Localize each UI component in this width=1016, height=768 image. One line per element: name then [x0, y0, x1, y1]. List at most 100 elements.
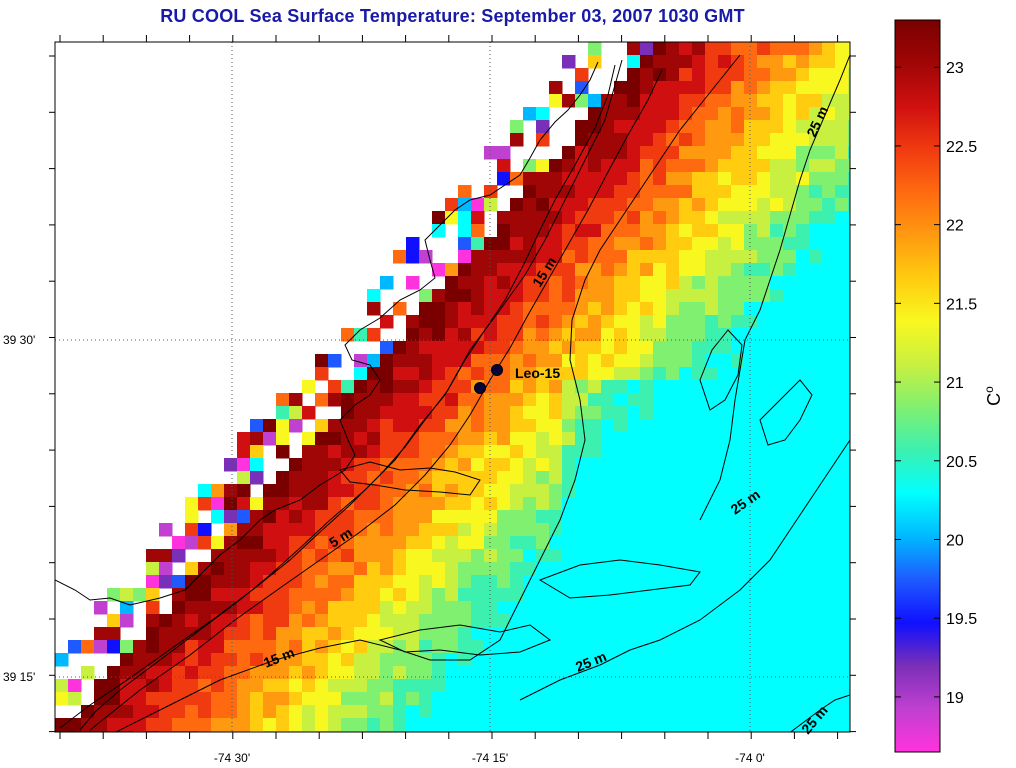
sst-pixel [289, 705, 303, 719]
sst-pixel [549, 432, 563, 446]
sst-pixel [640, 731, 654, 732]
sst-pixel [588, 432, 602, 446]
sst-pixel [822, 393, 836, 407]
sst-pixel [692, 419, 706, 433]
sst-pixel [471, 705, 485, 719]
sst-pixel [653, 718, 667, 732]
sst-pixel [562, 328, 576, 342]
sst-pixel [159, 549, 173, 563]
sst-pixel [614, 198, 628, 212]
sst-pixel [419, 354, 433, 368]
sst-pixel [367, 432, 381, 446]
sst-pixel [705, 94, 719, 108]
sst-pixel [809, 445, 823, 459]
sst-pixel [146, 718, 160, 732]
sst-pixel [822, 224, 836, 238]
sst-pixel [146, 679, 160, 693]
sst-pixel [380, 536, 394, 550]
sst-pixel [380, 471, 394, 485]
sst-pixel [393, 406, 407, 420]
sst-pixel [692, 497, 706, 511]
sst-pixel [484, 536, 498, 550]
sst-pixel [419, 289, 433, 303]
sst-pixel [744, 666, 758, 680]
sst-pixel [146, 666, 160, 680]
sst-pixel [627, 705, 641, 719]
lon-label-74-15: -74 15' [472, 751, 508, 765]
sst-pixel [809, 302, 823, 316]
sst-pixel [822, 315, 836, 329]
sst-pixel [523, 380, 537, 394]
sst-pixel [705, 133, 719, 147]
leo-15-node-b[interactable] [474, 382, 486, 394]
sst-pixel [497, 718, 511, 732]
sst-pixel [601, 198, 615, 212]
sst-pixel [276, 692, 290, 706]
sst-pixel [796, 354, 810, 368]
sst-pixel [614, 458, 628, 472]
sst-pixel [588, 419, 602, 433]
sst-pixel [783, 575, 797, 589]
sst-pixel [653, 263, 667, 277]
sst-pixel [484, 614, 498, 628]
sst-pixel [614, 692, 628, 706]
sst-pixel [718, 172, 732, 186]
sst-pixel [523, 419, 537, 433]
sst-pixel [432, 406, 446, 420]
sst-pixel [744, 263, 758, 277]
sst-pixel [536, 471, 550, 485]
leo-15-node-a[interactable] [491, 364, 503, 376]
sst-pixel [276, 510, 290, 524]
sst-pixel [718, 315, 732, 329]
sst-pixel [796, 640, 810, 654]
sst-pixel [757, 562, 771, 576]
sst-pixel [120, 692, 134, 706]
sst-pixel [354, 718, 368, 732]
sst-pixel [328, 640, 342, 654]
sst-pixel [731, 328, 745, 342]
sst-pixel [432, 705, 446, 719]
sst-pixel [705, 614, 719, 628]
sst-pixel [614, 211, 628, 225]
sst-pixel [406, 328, 420, 342]
sst-pixel [302, 458, 316, 472]
sst-pixel [81, 731, 95, 732]
sst-pixel [237, 471, 251, 485]
sst-pixel [718, 484, 732, 498]
sst-pixel [432, 692, 446, 706]
sst-pixel [367, 575, 381, 589]
sst-pixel [614, 640, 628, 654]
sst-pixel [328, 523, 342, 537]
sst-pixel [666, 42, 680, 56]
sst-pixel [848, 224, 850, 238]
sst-pixel [705, 640, 719, 654]
sst-pixel [601, 575, 615, 589]
sst-pixel [146, 614, 160, 628]
sst-pixel [679, 614, 693, 628]
sst-pixel [497, 536, 511, 550]
sst-pixel [783, 328, 797, 342]
sst-pixel [172, 731, 186, 732]
sst-pixel [601, 237, 615, 251]
sst-pixel [406, 562, 420, 576]
sst-pixel [315, 718, 329, 732]
sst-pixel [692, 536, 706, 550]
sst-pixel [679, 653, 693, 667]
sst-pixel [744, 185, 758, 199]
sst-pixel [783, 146, 797, 160]
sst-pixel [471, 562, 485, 576]
sst-pixel [666, 601, 680, 615]
sst-pixel [679, 211, 693, 225]
sst-pixel [770, 510, 784, 524]
sst-pixel [458, 224, 472, 238]
sst-pixel [406, 718, 420, 732]
sst-pixel [640, 601, 654, 615]
sst-pixel [757, 445, 771, 459]
sst-pixel [380, 692, 394, 706]
sst-pixel [588, 705, 602, 719]
sst-pixel [68, 640, 82, 654]
sst-pixel [783, 55, 797, 69]
sst-pixel [783, 172, 797, 186]
sst-pixel [68, 731, 82, 732]
sst-pixel [614, 159, 628, 173]
